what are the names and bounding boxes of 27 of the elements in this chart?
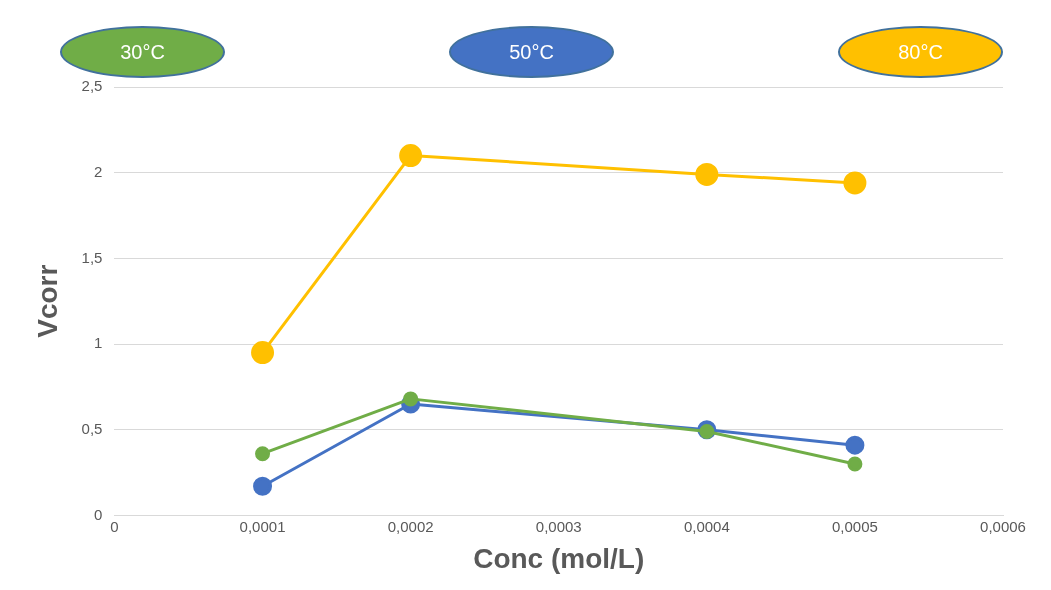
x-tick-label: 0 — [110, 517, 119, 535]
point — [845, 435, 865, 455]
point — [843, 171, 867, 195]
y-axis-title: Vcorr — [31, 264, 63, 338]
x-tick-label: 0,0001 — [239, 517, 286, 535]
point — [253, 476, 273, 496]
point — [695, 162, 719, 186]
point — [403, 391, 419, 407]
point — [251, 341, 275, 365]
y-tick-label: 2 — [94, 162, 103, 180]
y-tick-label: 1 — [94, 334, 103, 352]
y-tick-label: 2,5 — [81, 77, 103, 95]
text: 50°C — [449, 26, 614, 78]
x-tick-label: 0,0005 — [831, 517, 878, 535]
x-tick-label: 0,0002 — [387, 517, 434, 535]
point — [255, 446, 271, 462]
y-tick-label: 1,5 — [81, 248, 103, 266]
text: 30°C — [60, 26, 225, 78]
x-axis-title: Conc (mol/L) — [473, 542, 645, 574]
point — [399, 144, 423, 168]
x-tick-label: 0,0004 — [683, 517, 730, 535]
x-tick-label: 0,0003 — [535, 517, 582, 535]
text: 80°C — [838, 26, 1003, 78]
y-tick-label: 0,5 — [81, 419, 103, 437]
point — [847, 456, 863, 472]
x-tick-label: 0,0006 — [980, 517, 1026, 535]
y-tick-label: 0 — [94, 505, 103, 523]
